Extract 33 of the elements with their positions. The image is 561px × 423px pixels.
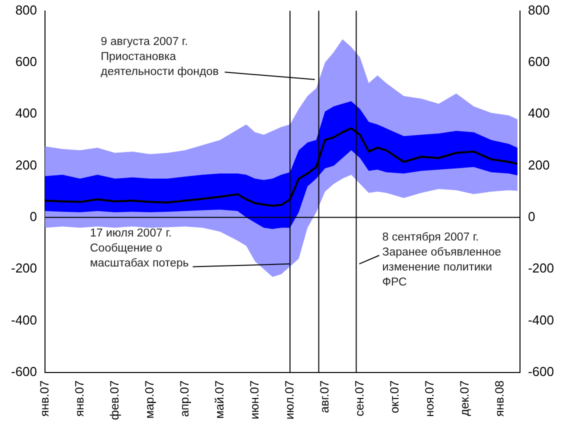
x-tick-label: ноя.07 xyxy=(422,380,436,417)
ref-line-label: 17 июля 2007 г. Сообщение о масштабах потерь xyxy=(90,228,189,270)
y2-tick-label: 800 xyxy=(528,2,550,18)
x-tick-label: янв.07 xyxy=(37,380,52,417)
x-tick-label: мар.07 xyxy=(142,380,156,419)
x-tick-label: июл.07 xyxy=(282,380,296,420)
x-tick-label: апр.07 xyxy=(177,380,192,417)
y2-tick-label: -600 xyxy=(528,364,554,379)
y-tick-label: -200 xyxy=(10,260,38,276)
y2-tick-label: -200 xyxy=(528,260,554,276)
y-tick-label: 800 xyxy=(15,2,38,18)
ref-line-label: 8 сентября 2007 г. Заранее объявленное изменение политики ФРС xyxy=(382,231,502,288)
x-tick-label: окт.07 xyxy=(387,380,402,414)
x-tick-label: авг.07 xyxy=(317,380,332,414)
x-tick-label: янв.08 xyxy=(492,380,506,417)
x-tick-label: янв.07 xyxy=(72,380,86,417)
x-tick-label: фев.07 xyxy=(107,380,122,420)
y-tick-label: 600 xyxy=(15,54,38,70)
y-tick-label: 0 xyxy=(30,209,38,224)
y-tick-label: 200 xyxy=(15,157,38,172)
y2-tick-label: 200 xyxy=(528,157,550,172)
x-tick-label: май.07 xyxy=(212,380,226,419)
y2-tick-label: -400 xyxy=(528,312,554,328)
x-tick-label: сен.07 xyxy=(352,380,366,416)
y2-tick-label: 600 xyxy=(528,54,550,70)
ref-line-label: 9 августа 2007 г. Приостановка деятельности фондов xyxy=(100,36,219,78)
y-tick-label: -400 xyxy=(10,312,38,328)
y-tick-label: 400 xyxy=(15,106,38,121)
y2-tick-label: 400 xyxy=(528,106,550,121)
y2-tick-label: 0 xyxy=(528,209,536,224)
x-tick-label: июн.07 xyxy=(247,380,262,420)
x-tick-label: дек.07 xyxy=(457,380,472,416)
y-tick-label: -600 xyxy=(10,364,38,379)
